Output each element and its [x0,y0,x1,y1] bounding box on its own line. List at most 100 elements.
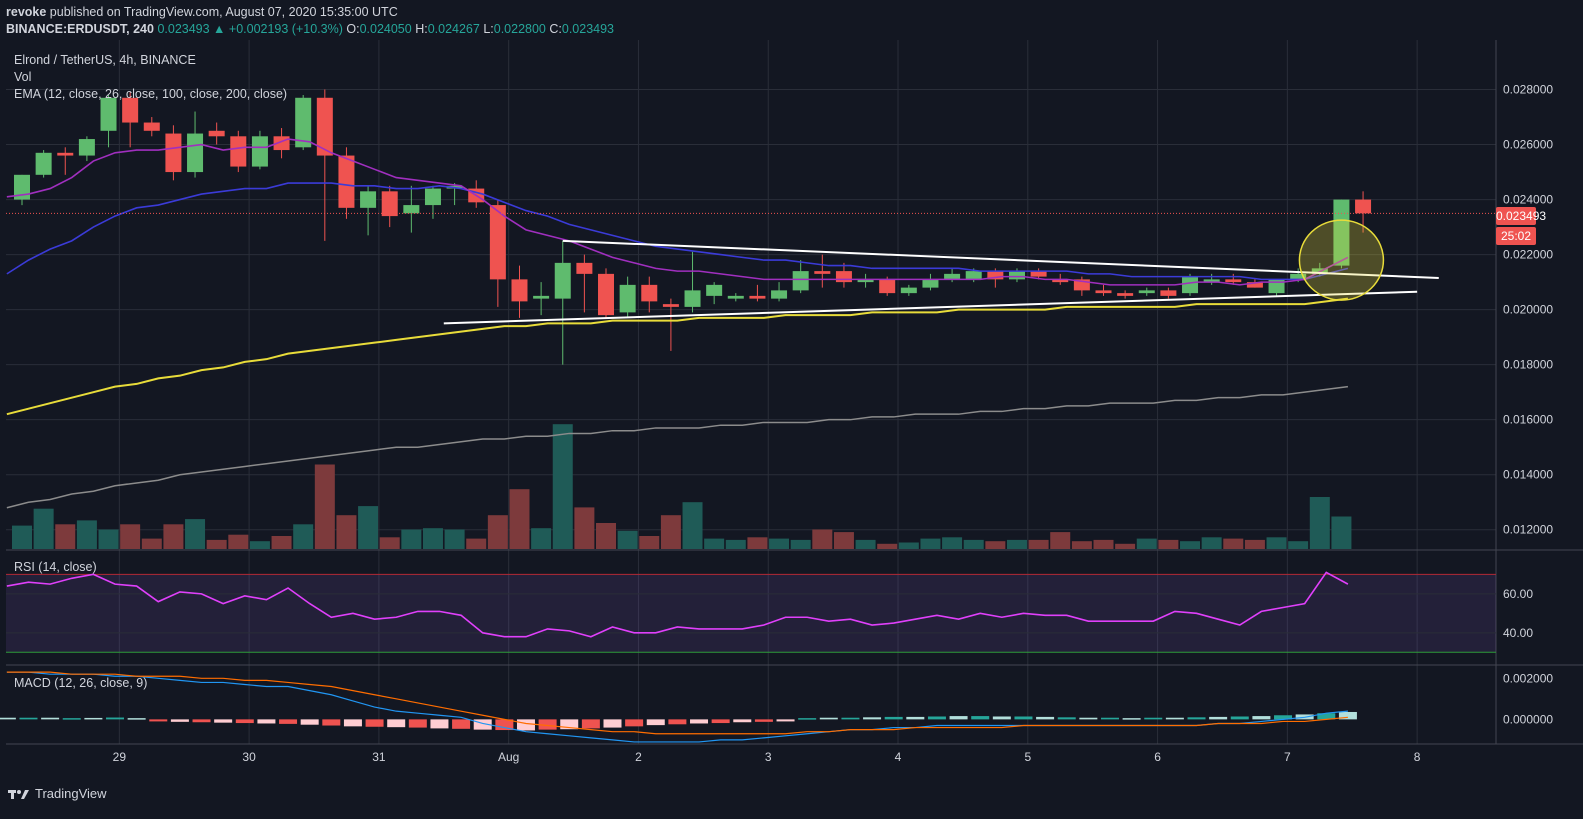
candle[interactable] [78,136,95,162]
macd-histogram-bar [927,716,946,720]
candle-body [1290,273,1307,280]
volume-bar [228,534,249,549]
candle[interactable] [403,185,420,233]
x-tick-label: 5 [1024,750,1031,764]
candle-body [662,304,679,307]
highlight-circle[interactable] [1298,219,1385,301]
candle-body [1052,279,1069,283]
candle[interactable] [381,185,398,228]
candle-body [814,271,831,274]
candle[interactable] [316,89,333,241]
candle[interactable] [251,130,268,170]
drawing-overlay[interactable] [443,219,1439,325]
macd-histogram-bar [603,719,622,728]
candle[interactable] [727,293,744,302]
candle[interactable] [706,282,723,305]
candle-body [100,97,117,131]
macd-pane[interactable]: 0.002000 0.000000 [0,671,1553,743]
open-value: 0.024050 [359,22,412,36]
macd-histogram-bar [279,719,298,724]
legend-macd: MACD (12, 26, close, 9) [14,676,147,690]
candle[interactable] [14,174,30,206]
trendline-lower[interactable] [443,290,1418,325]
macd-histogram-bar [1317,713,1336,720]
trendline-upper[interactable] [562,239,1439,279]
macd-histogram-bar [1230,716,1249,720]
tradingview-logo-icon [8,789,29,799]
chart-canvas[interactable]: 40.00 60.00 0.002000 0.000000 29 30 31 Aug 2 3 4… [0,40,1583,780]
candle[interactable] [360,185,377,236]
candle-body [1008,271,1025,280]
candle[interactable] [143,117,160,137]
macd-histogram-bar [949,716,968,720]
macd-histogram-bar [62,718,81,720]
candle[interactable] [1138,287,1155,296]
candle[interactable] [619,276,636,318]
candle-body [57,152,74,156]
candle[interactable] [554,240,571,365]
author-name[interactable]: revoke [6,5,47,19]
candle[interactable] [792,260,809,294]
candle[interactable] [230,130,247,173]
candle[interactable] [187,111,204,178]
candle[interactable] [857,273,874,288]
candle[interactable] [533,282,550,316]
macd-histogram-bar [1165,717,1184,720]
macd-histogram-bar [235,719,254,724]
footer-brand[interactable]: TradingView [8,786,107,801]
volume-bar [185,519,206,549]
candle-body [1203,279,1220,283]
volume-bar [574,507,595,549]
candle[interactable] [165,125,182,181]
candle[interactable] [1117,290,1134,299]
candle[interactable] [684,251,701,313]
candle[interactable] [835,262,852,288]
candle[interactable] [57,147,74,175]
candle[interactable] [598,268,615,318]
candle[interactable] [922,273,939,291]
candle[interactable] [576,254,593,313]
candle[interactable] [1225,273,1242,285]
price-badge: 0.023493 [1496,207,1547,225]
candle[interactable] [641,276,658,313]
candle[interactable] [208,122,225,145]
low-label: L: [483,22,494,36]
candle[interactable] [814,254,831,288]
candle[interactable] [900,284,917,296]
macd-histogram-bar [1100,717,1119,720]
rsi-line [6,571,1349,638]
candle[interactable] [749,284,766,302]
macd-histogram-bar [149,719,168,722]
volume-bars [12,424,1352,549]
candle[interactable] [1160,287,1177,299]
candle[interactable] [1182,273,1199,296]
price-pane[interactable] [14,89,1372,365]
candle[interactable] [1203,273,1220,285]
macd-histogram-bar [776,719,795,722]
candle-body [857,279,874,283]
macd-histogram-bar [798,718,817,720]
candle[interactable] [1073,276,1090,296]
candle[interactable] [489,199,506,307]
rsi-pane[interactable]: 40.00 60.00 [6,571,1533,653]
candle[interactable] [511,265,528,318]
candle[interactable] [35,150,52,178]
volume-bar [1223,538,1244,549]
candle[interactable] [1333,199,1350,269]
candle[interactable] [100,95,117,148]
volume-bar [1201,537,1222,549]
macd-histogram-bar [516,719,535,731]
candle[interactable] [122,92,139,148]
macd-histogram-bar [365,719,384,727]
candle[interactable] [771,282,788,302]
candle-body [424,188,441,206]
macd-histogram-bar [625,719,644,727]
volume-bar [98,529,119,549]
macd-histogram-bar [581,719,600,729]
candle[interactable] [662,298,679,351]
candle-body [143,122,160,131]
candle[interactable] [424,185,441,219]
rsi-band-fill [6,574,1496,653]
candle[interactable] [1030,268,1047,280]
candle[interactable] [1095,284,1112,296]
